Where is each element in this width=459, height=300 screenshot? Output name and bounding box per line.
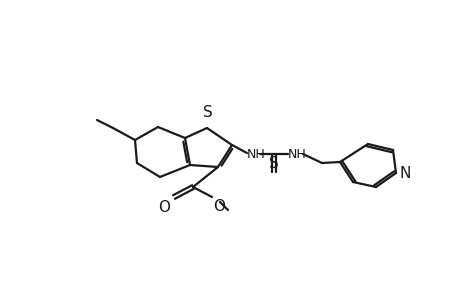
Text: N: N	[399, 166, 410, 181]
Text: S: S	[203, 105, 213, 120]
Text: S: S	[269, 156, 278, 171]
Text: NH: NH	[246, 148, 265, 160]
Text: O: O	[213, 199, 224, 214]
Text: NH: NH	[287, 148, 306, 160]
Text: O: O	[157, 200, 170, 215]
